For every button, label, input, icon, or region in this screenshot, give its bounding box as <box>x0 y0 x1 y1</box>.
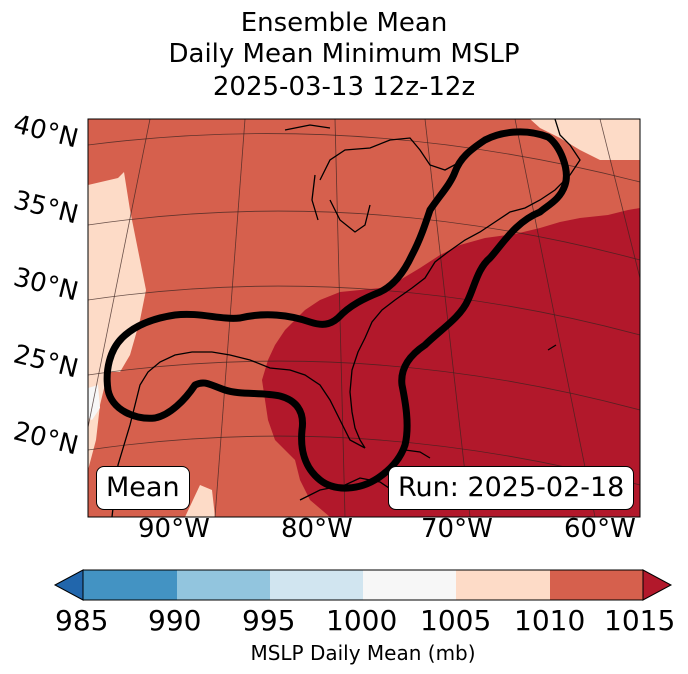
colorbar-label: MSLP Daily Mean (mb) <box>250 641 476 665</box>
colorbar-tick-1005: 1005 <box>420 604 492 637</box>
pressure-field-1000-1005-west <box>88 172 146 470</box>
chart-title-line-2: Daily Mean Minimum MSLP <box>168 39 520 69</box>
colorbar-tick-1010: 1010 <box>514 604 586 637</box>
colorbar-tick-995: 995 <box>242 604 296 637</box>
pressure-field-1010-1015 <box>262 208 640 517</box>
chart-title-line-3: 2025-03-13 12z-12z <box>212 72 476 102</box>
colorbar-tick-1000: 1000 <box>326 604 398 637</box>
chart-title-line-1: Ensemble Mean <box>240 8 448 38</box>
mslp-contour <box>103 128 570 492</box>
colorbar-tick-1015: 1015 <box>604 604 676 637</box>
colorbar-tick-990: 990 <box>148 604 202 637</box>
pressure-field-1000-1005-south <box>185 485 215 517</box>
map-frame <box>87 118 641 518</box>
lon-label-70w: 70°W <box>421 514 493 544</box>
run-date-box: Run: 2025-02-18 <box>388 466 635 510</box>
graticule <box>88 119 640 517</box>
lon-label-90w: 90°W <box>138 514 210 544</box>
lon-label-80w: 80°W <box>281 514 353 544</box>
mean-label-box: Mean <box>96 466 190 510</box>
pressure-field-1000-1005-northeast <box>530 119 640 160</box>
colorbar-tick-985: 985 <box>55 604 109 637</box>
lon-label-60w: 60°W <box>564 514 636 544</box>
